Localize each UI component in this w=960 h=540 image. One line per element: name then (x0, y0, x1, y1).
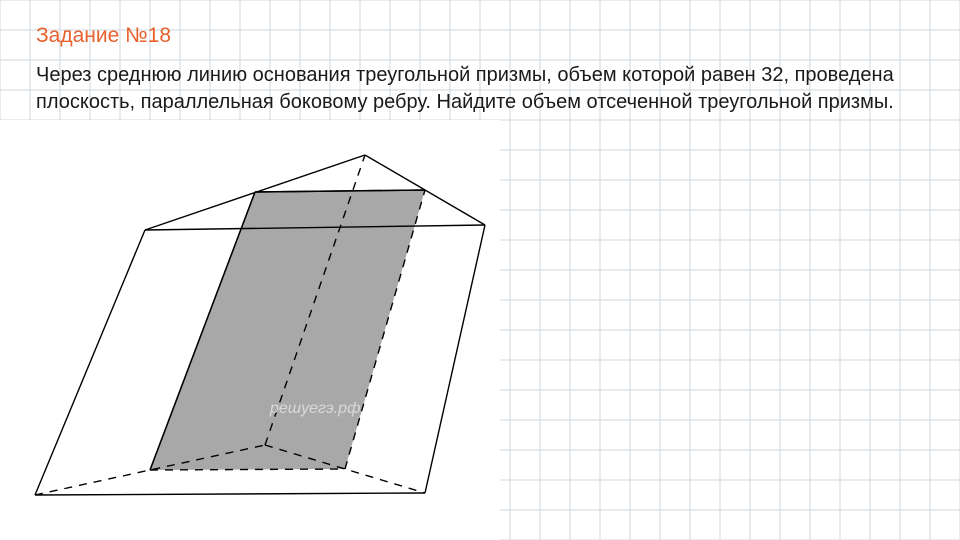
problem-text: Через среднюю линию основания треугольно… (36, 62, 916, 116)
content-area: Задание №18 Через среднюю линию основани… (0, 0, 960, 540)
task-title: Задание №18 (36, 24, 924, 48)
